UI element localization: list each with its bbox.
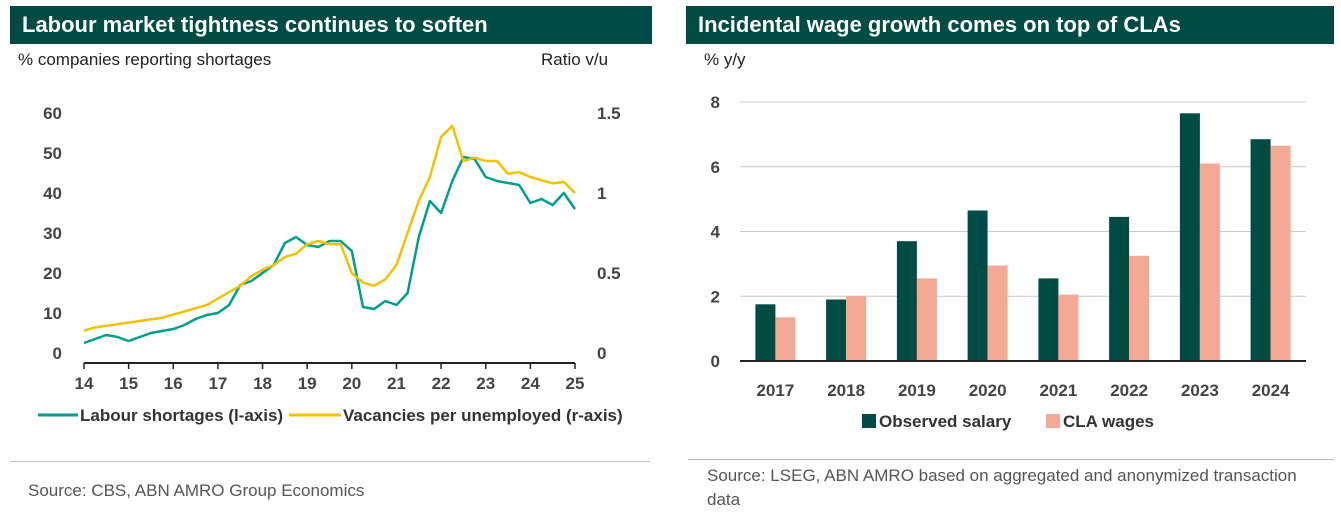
- x-tick-label: 23: [476, 374, 495, 393]
- x-tick-label: 2023: [1181, 381, 1219, 400]
- y-left-tick-label: 50: [43, 144, 62, 163]
- legend-label: Observed salary: [879, 412, 1012, 431]
- cla-wages-bar: [1058, 294, 1079, 361]
- cla-wages-bar: [775, 317, 796, 361]
- y-left-tick-label: 60: [43, 104, 62, 123]
- observed-salary-bar: [1038, 278, 1059, 361]
- x-tick-label: 25: [566, 374, 585, 393]
- y-tick-label: 0: [711, 352, 720, 371]
- x-tick-label: 21: [387, 374, 406, 393]
- x-tick-label: 17: [208, 374, 227, 393]
- source-divider: [688, 459, 1334, 460]
- y-left-tick-label: 40: [43, 184, 62, 203]
- observed-salary-bar: [1109, 216, 1130, 361]
- y-tick-label: 4: [711, 223, 721, 242]
- x-tick-label: 14: [75, 374, 94, 393]
- x-tick-label: 20: [342, 374, 361, 393]
- y-tick-label: 6: [711, 158, 720, 177]
- vacancies-line: [83, 124, 576, 332]
- bar-axis-label: % y/y: [704, 50, 746, 69]
- observed-salary-bar: [755, 304, 776, 361]
- x-tick-label: 2018: [827, 381, 865, 400]
- y-right-tick-label: 1: [597, 184, 606, 203]
- bar-chart: 0 2 4 6 8 2017 2018 2019 2020 2021 2022 2023 2024 Obs…: [711, 93, 1306, 431]
- left-chart-title: Labour market tightness continues to sof…: [10, 6, 652, 44]
- observed-salary-bar: [1250, 139, 1271, 361]
- line-chart: 14 15 16 17 18 19 20 21 22 23 24 25 0 10 20 30 40 50 60 0 0.…: [38, 104, 623, 425]
- observed-salary-bar: [1179, 113, 1200, 361]
- cla-wages-bar: [1199, 163, 1220, 361]
- y-left-tick-label: 10: [43, 304, 62, 323]
- x-tick-label: 22: [432, 374, 451, 393]
- cla-wages-bar: [1129, 255, 1150, 361]
- y-left-tick-label: 30: [43, 224, 62, 243]
- y-tick-label: 8: [711, 93, 720, 112]
- x-tick-label: 2017: [756, 381, 794, 400]
- x-tick-label: 24: [521, 374, 540, 393]
- x-tick-label: 2021: [1039, 381, 1077, 400]
- right-axis-label: Ratio v/u: [541, 50, 609, 69]
- source-divider: [10, 461, 650, 462]
- x-tick-label: 2022: [1110, 381, 1148, 400]
- left-chart-panel: Labour market tightness continues to sof…: [0, 0, 660, 521]
- x-tick-label: 15: [119, 374, 138, 393]
- x-tick-label: 16: [164, 374, 183, 393]
- right-source: Source: LSEG, ABN AMRO based on aggregat…: [707, 466, 1297, 509]
- x-tick-label: 19: [298, 374, 317, 393]
- observed-salary-bar: [896, 241, 917, 361]
- x-tick-label: 18: [253, 374, 272, 393]
- x-tick-label: 2019: [898, 381, 936, 400]
- observed-salary-bar: [967, 210, 988, 361]
- legend-label: Labour shortages (l-axis): [80, 406, 283, 425]
- cla-wages-bar: [987, 265, 1008, 361]
- observed-salary-bar: [826, 299, 847, 361]
- labour-shortages-line: [83, 155, 577, 345]
- left-source: Source: CBS, ABN AMRO Group Economics: [28, 481, 365, 500]
- legend-label: Vacancies per unemployed (r-axis): [343, 406, 623, 425]
- y-right-tick-label: 0.5: [597, 264, 621, 283]
- x-tick-label: 2024: [1252, 381, 1290, 400]
- y-tick-label: 2: [711, 287, 720, 306]
- x-tick-label: 2020: [969, 381, 1007, 400]
- y-left-tick-label: 20: [43, 264, 62, 283]
- legend-label: CLA wages: [1063, 412, 1154, 431]
- y-right-tick-label: 1.5: [597, 104, 621, 123]
- right-chart-panel: Incidental wage growth comes on top of C…: [686, 0, 1341, 521]
- cla-wages-bar: [916, 278, 937, 361]
- y-right-tick-label: 0: [597, 344, 606, 363]
- cla-wages-bar: [846, 296, 867, 362]
- legend-swatch: [1046, 414, 1060, 428]
- left-axis-label: % companies reporting shortages: [18, 50, 272, 69]
- right-chart-title: Incidental wage growth comes on top of C…: [686, 6, 1334, 44]
- y-left-tick-label: 0: [53, 344, 62, 363]
- cla-wages-bar: [1270, 145, 1291, 361]
- legend-swatch: [862, 414, 876, 428]
